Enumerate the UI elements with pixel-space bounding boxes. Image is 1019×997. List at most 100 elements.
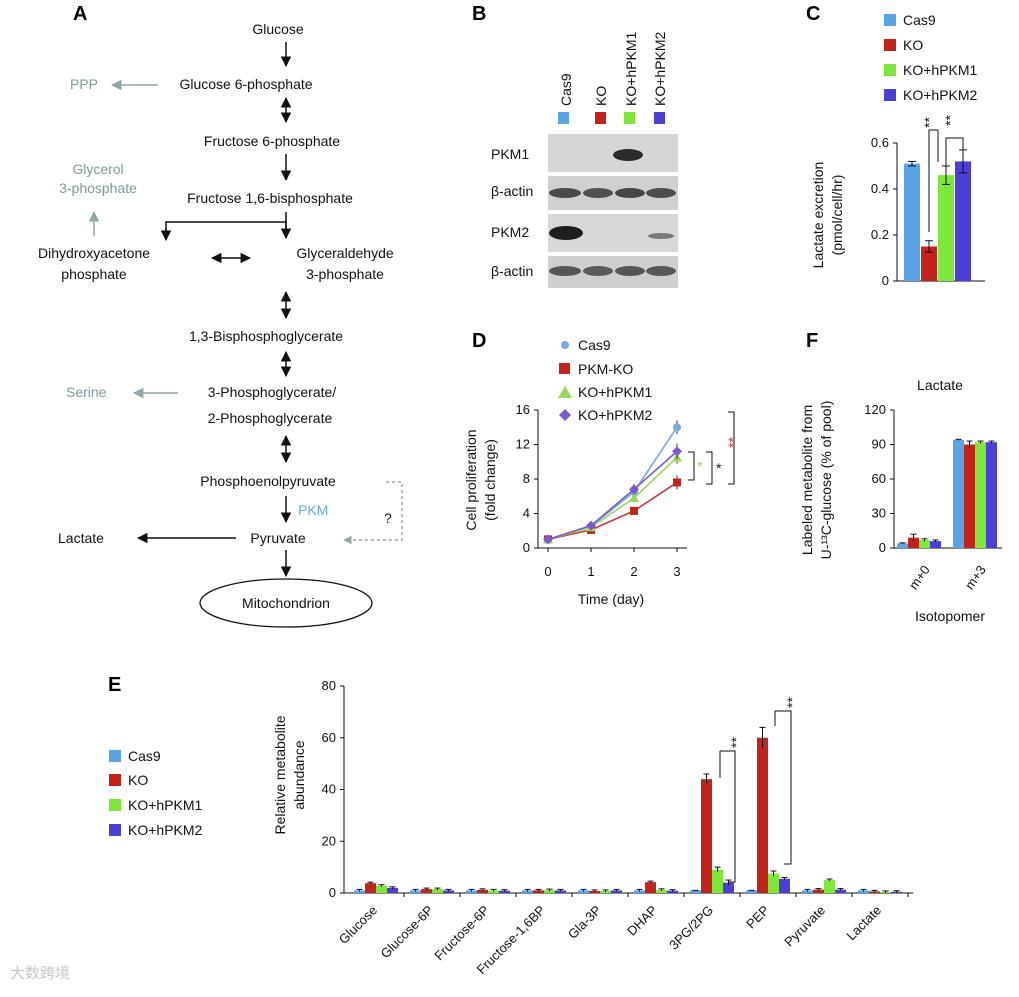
e-y-tick-label: 20 (322, 833, 336, 848)
f-x-tick-label: m+0 (906, 563, 933, 593)
d-sig-3: * (697, 458, 703, 474)
d-point-cas9 (673, 423, 681, 432)
band-actin2-cas9 (549, 266, 581, 276)
pyruvate-label: Pyruvate (250, 530, 305, 546)
d-y-tick-label: 8 (523, 471, 530, 486)
f-bar-0-0 (897, 543, 908, 548)
panel-e-label: E (108, 674, 121, 696)
f6p-label: Fructose 6-phosphate (204, 133, 340, 149)
e-x-tick-label: Glucose-6P (377, 903, 436, 962)
d-y-tick-label: 16 (516, 402, 530, 417)
panel-f-label: F (806, 330, 818, 352)
blot-lane-label: Cas9 (558, 73, 574, 106)
pep-label: Phosphoenolpyruvate (200, 473, 336, 489)
d-sig-bracket-3 (688, 451, 695, 481)
band-actin1-ko (583, 188, 613, 198)
panel-b-label: B (472, 3, 486, 25)
legend-c-cas9: Cas9 (903, 12, 936, 28)
e-bar-1-2 (432, 889, 443, 893)
pg-label-l1: 3-Phosphoglycerate/ (208, 384, 337, 400)
e-x-tick-label: Gla-3P (565, 903, 604, 942)
legend-c-swatch-hpkm1 (884, 64, 896, 76)
c-sig-1: ** (921, 117, 937, 128)
lane-swatch-hpkm2 (654, 112, 665, 124)
d-x-tick-label: 1 (587, 564, 594, 579)
c-bar-0 (904, 163, 920, 281)
e-bar-2-1 (477, 889, 488, 893)
dhap-label-l2: phosphate (61, 266, 127, 282)
d-line-0 (547, 426, 678, 541)
split-bracket (165, 221, 287, 238)
d-x-tick-label: 3 (673, 564, 680, 579)
f-bar-0-2 (919, 539, 930, 548)
band-actin2-hpkm1 (615, 266, 645, 276)
f-title: Lactate (917, 377, 963, 393)
d-line-2 (547, 456, 678, 541)
f-bar-1-1 (964, 444, 975, 548)
blot-row-pkm1: PKM1 (491, 146, 529, 162)
d-line-1 (547, 481, 678, 541)
legend-c-hpkm2: KO+hPKM2 (903, 87, 978, 103)
lane-swatch-ko (595, 112, 606, 124)
panel-e: E Cas9 KO KO+hPKM1 KO+hPKM2 Relative met… (108, 674, 913, 977)
band-actin1-hpkm2 (646, 188, 676, 198)
pg-label-l2: 2-Phosphoglycerate (208, 410, 333, 426)
e-x-tick-label: DHAP (624, 903, 660, 939)
e-bar-2-3 (499, 890, 510, 893)
legend-d-marker-hpkm1 (558, 386, 572, 398)
serine-label: Serine (66, 384, 107, 400)
panel-b: B Cas9 KO KO+hPKM1 KO+hPKM2 PKM1 β-actin PK… (472, 3, 678, 288)
e-x-tick-label: PEP (743, 903, 772, 932)
glycerol-label-l2: 3-phosphate (59, 180, 137, 196)
panel-d: D Cas9 PKM-KO KO+hPKM1 KO+hPKM2 Cell pro… (463, 330, 741, 607)
c-bar-3 (955, 161, 971, 281)
legend-e-swatch-hpkm1 (109, 799, 121, 811)
e-bar-0-0 (354, 890, 365, 893)
panel-a: A Glucose Glucose 6-phosphate PPP Fructo… (38, 3, 403, 628)
d-xlabel: Time (day) (578, 591, 644, 607)
mitochondrion-shape (199, 578, 373, 628)
panel-c-label: C (806, 3, 820, 25)
d-ylabel-l1: Cell proliferation (463, 429, 479, 530)
e-bar-1-1 (421, 889, 432, 893)
e-bar-4-0 (578, 890, 589, 893)
e-bar-2-2 (488, 890, 499, 893)
e-bar-1-0 (410, 890, 421, 893)
c-ylabel-l2: (pmol/cell/hr) (829, 175, 845, 256)
e-bar-6-2 (712, 869, 723, 893)
e-bar-0-3 (387, 887, 398, 893)
e-bar-1-3 (443, 890, 454, 893)
e-bar-9-0 (858, 890, 869, 893)
legend-d-marker-cas9 (561, 341, 569, 349)
e-ylabel-l1: Relative metabolite (272, 715, 288, 834)
d-x-tick-label: 0 (544, 564, 551, 579)
ppp-label: PPP (70, 76, 98, 92)
bpg-label: 1,3-Bisphosphoglycerate (189, 328, 343, 344)
f-y-tick-label: 60 (872, 471, 886, 486)
e-y-tick-label: 60 (322, 730, 336, 745)
legend-e-swatch-hpkm2 (109, 824, 121, 836)
d-x-tick-label: 2 (630, 564, 637, 579)
d-point-ko (673, 478, 681, 487)
legend-e-swatch-ko (109, 774, 121, 786)
d-point-hpkm2 (629, 484, 639, 495)
legend-e-swatch-cas9 (109, 750, 121, 762)
e-bar-7-2 (768, 873, 779, 893)
c-bar-2 (938, 175, 954, 281)
f-ylabel-l1: Labeled metabolite from (799, 405, 815, 555)
e-bar-8-3 (835, 889, 846, 893)
f-y-tick-label: 120 (864, 402, 886, 417)
f-ylabel-l2: U-¹³C-glucose (% of pool) (818, 401, 834, 560)
pkm-label: PKM (298, 502, 328, 518)
f-bar-1-0 (953, 439, 964, 548)
c-y-tick-label: 0.4 (871, 181, 889, 196)
blot-lane-label: KO (593, 86, 609, 106)
legend-d-ko: PKM-KO (578, 361, 633, 377)
band-pkm1-hpkm1 (613, 149, 643, 161)
f-xlabel: Isotopomer (915, 608, 985, 624)
legend-c-swatch-ko (884, 39, 896, 51)
e-y-tick-label: 40 (322, 782, 336, 797)
e-bar-0-1 (365, 883, 376, 893)
lane-swatch-cas9 (558, 112, 569, 124)
